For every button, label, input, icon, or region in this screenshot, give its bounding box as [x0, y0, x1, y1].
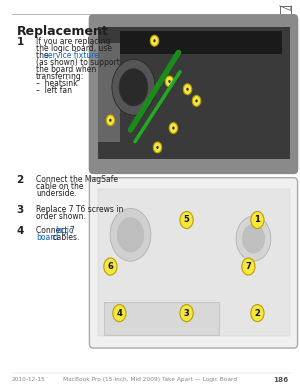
Text: 2010-12-15: 2010-12-15	[12, 377, 46, 382]
Circle shape	[246, 263, 251, 270]
Text: (as shown) to support: (as shown) to support	[36, 58, 120, 67]
Text: 4: 4	[16, 226, 24, 236]
Circle shape	[255, 310, 260, 316]
Text: Replacement: Replacement	[16, 25, 108, 38]
Text: underside.: underside.	[36, 189, 76, 198]
Text: –  heatsink: – heatsink	[36, 79, 78, 88]
Circle shape	[255, 217, 260, 223]
Circle shape	[180, 305, 193, 322]
Circle shape	[113, 305, 126, 322]
Text: order shown.: order shown.	[36, 212, 86, 221]
Circle shape	[153, 142, 162, 153]
Text: 2: 2	[254, 308, 260, 318]
Text: the: the	[36, 51, 51, 60]
Circle shape	[110, 208, 151, 261]
Circle shape	[251, 211, 264, 229]
Text: Replace 7 T6 screws in: Replace 7 T6 screws in	[36, 205, 123, 214]
Text: 4: 4	[116, 308, 122, 318]
Text: the logic board, use: the logic board, use	[36, 44, 112, 53]
Circle shape	[108, 263, 113, 270]
Circle shape	[117, 218, 144, 252]
FancyBboxPatch shape	[98, 27, 290, 159]
Text: –  left fan: – left fan	[36, 86, 72, 95]
Circle shape	[153, 39, 156, 42]
Text: 6: 6	[107, 262, 113, 271]
Circle shape	[109, 119, 112, 122]
Circle shape	[186, 88, 189, 91]
Circle shape	[172, 126, 175, 130]
Text: Connect 7: Connect 7	[36, 226, 77, 235]
Text: 1: 1	[254, 215, 260, 225]
Circle shape	[236, 216, 271, 261]
Circle shape	[251, 305, 264, 322]
Circle shape	[169, 123, 178, 133]
Text: 7: 7	[245, 262, 251, 271]
Circle shape	[242, 258, 255, 275]
Text: logic: logic	[56, 226, 74, 235]
Circle shape	[156, 146, 159, 149]
Text: board: board	[36, 233, 58, 242]
Circle shape	[242, 224, 265, 253]
Text: 186: 186	[273, 377, 288, 383]
Text: 1: 1	[16, 37, 24, 47]
Circle shape	[112, 59, 155, 115]
Circle shape	[104, 258, 117, 275]
Text: transferring:: transferring:	[36, 72, 84, 81]
FancyBboxPatch shape	[120, 31, 282, 54]
Circle shape	[165, 76, 174, 87]
Circle shape	[106, 115, 115, 126]
Text: service fixture: service fixture	[44, 51, 99, 60]
Text: Connect the MagSafe: Connect the MagSafe	[36, 175, 118, 184]
FancyBboxPatch shape	[89, 178, 298, 348]
Text: cables.: cables.	[50, 233, 79, 242]
Text: 2: 2	[16, 175, 24, 185]
Circle shape	[168, 80, 171, 83]
Text: 3: 3	[16, 205, 24, 215]
Circle shape	[192, 95, 201, 106]
Text: 5: 5	[184, 215, 190, 225]
Circle shape	[119, 69, 148, 106]
Text: If you are replacing: If you are replacing	[36, 37, 110, 46]
Circle shape	[180, 211, 193, 229]
Circle shape	[184, 217, 189, 223]
Circle shape	[195, 99, 198, 102]
FancyBboxPatch shape	[98, 189, 290, 336]
Circle shape	[183, 84, 192, 95]
FancyBboxPatch shape	[280, 6, 291, 14]
Circle shape	[117, 310, 122, 316]
Text: the board when: the board when	[36, 65, 96, 74]
Text: 3: 3	[184, 308, 190, 318]
Circle shape	[184, 310, 189, 316]
FancyBboxPatch shape	[89, 15, 298, 173]
Text: MacBook Pro (15-inch, Mid 2009) Take Apart — Logic Board: MacBook Pro (15-inch, Mid 2009) Take Apa…	[63, 377, 237, 382]
FancyBboxPatch shape	[98, 43, 120, 142]
Text: cable on the: cable on the	[36, 182, 83, 191]
Circle shape	[150, 35, 159, 46]
FancyBboxPatch shape	[104, 301, 219, 335]
